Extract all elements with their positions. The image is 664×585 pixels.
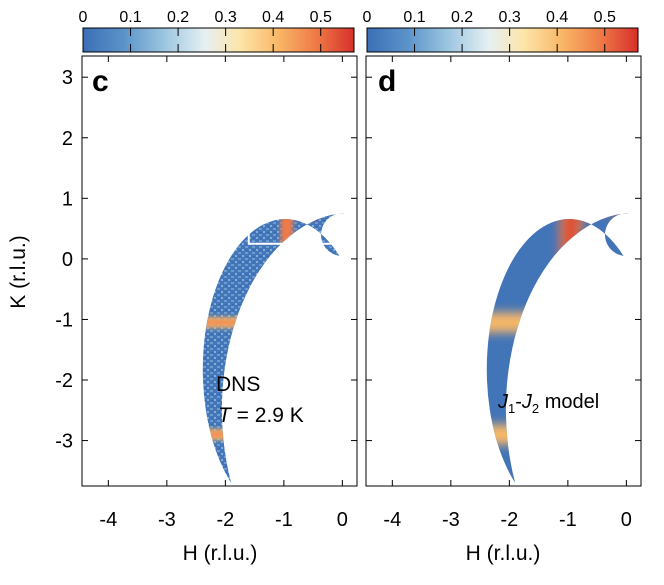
colorbar-tick-label: 0.4 bbox=[262, 9, 284, 26]
intensity-peak bbox=[295, 213, 320, 221]
colorbar-tick-label: 0.2 bbox=[167, 9, 189, 26]
colorbar-tick-label: 0.1 bbox=[119, 9, 141, 26]
y-tick-label: -3 bbox=[55, 431, 73, 453]
intensity-ring bbox=[559, 213, 630, 325]
panel-c-axes: -4 -3 -2 -1 0 3 2 1 0 -1 -2 -3 bbox=[55, 56, 357, 531]
panel-d-axes: -4 -3 -2 -1 0 bbox=[366, 56, 641, 531]
colorbar-tick-label: 0.2 bbox=[451, 9, 473, 26]
x-tick-label: -4 bbox=[383, 509, 401, 531]
intensity-ring bbox=[170, 80, 281, 192]
x-tick-label: -3 bbox=[442, 509, 460, 531]
intensity-ring bbox=[73, 198, 170, 316]
colorbar-tick-label: 0.4 bbox=[546, 9, 568, 26]
panel-c-annotation-line-1: DNS bbox=[216, 373, 260, 396]
y-tick-label: -1 bbox=[55, 309, 73, 331]
intensity-ring bbox=[566, 213, 630, 318]
x-tick-label: 0 bbox=[621, 509, 632, 531]
panel-c-frame bbox=[81, 55, 358, 487]
panel-d-label: d bbox=[378, 65, 396, 98]
panel-d-annotation: J1-J2 model bbox=[497, 391, 599, 416]
x-tick-label: -2 bbox=[216, 509, 234, 531]
panel-d-xlabel: H (r.l.u.) bbox=[466, 542, 541, 565]
colorbar-c-ticks: 0 0.1 0.2 0.3 0.4 0.5 bbox=[79, 9, 332, 52]
y-tick-label: 1 bbox=[62, 188, 73, 210]
intensity-ring bbox=[73, 198, 170, 316]
panel-d: -4 -3 -2 -1 0 d J1-J2 model H (r.l.u.) bbox=[357, 55, 642, 565]
y-tick-label: 0 bbox=[62, 249, 73, 271]
y-tick-label: 3 bbox=[62, 67, 73, 89]
intensity-ring bbox=[451, 80, 565, 195]
intensity-ring bbox=[357, 198, 448, 316]
colorbar-tick-label: 0.3 bbox=[215, 9, 237, 26]
panel-d-frame bbox=[365, 55, 642, 487]
colorbar-tick-label: 0.5 bbox=[310, 9, 332, 26]
x-tick-label: -4 bbox=[99, 509, 117, 531]
y-tick-label: -2 bbox=[55, 370, 73, 392]
colorbar-tick-label: 0.5 bbox=[594, 9, 616, 26]
x-tick-label: -1 bbox=[559, 509, 577, 531]
colorbar-tick-label: 0 bbox=[363, 9, 372, 26]
x-tick-label: -1 bbox=[275, 509, 293, 531]
colorbar-tick-label: 0 bbox=[79, 9, 88, 26]
x-tick-label: 0 bbox=[337, 509, 348, 531]
panel-d-map bbox=[357, 80, 630, 483]
panel-c-xlabel: H (r.l.u.) bbox=[183, 542, 258, 565]
panel-c-annotation-line-2: T = 2.9 K bbox=[218, 404, 304, 427]
intensity-peak bbox=[267, 189, 295, 207]
panel-c: -4 -3 -2 -1 0 3 2 1 0 -1 -2 -3 c DNS T = 2.9 K H (r… bbox=[7, 55, 358, 565]
intensity-ring bbox=[451, 80, 565, 195]
colorbar-d-gradient bbox=[366, 27, 639, 53]
intensity-ring bbox=[170, 80, 281, 192]
colorbar-d-ticks: 0 0.1 0.2 0.3 0.4 0.5 bbox=[363, 9, 616, 52]
intensity-ring bbox=[280, 213, 346, 320]
x-tick-label: -3 bbox=[158, 509, 176, 531]
panel-c-label: c bbox=[92, 65, 109, 98]
intensity-peak bbox=[552, 186, 584, 210]
colorbar-tick-label: 0.1 bbox=[403, 9, 425, 26]
y-tick-label: 2 bbox=[62, 128, 73, 150]
colorbar-d: 0 0.1 0.2 0.3 0.4 0.5 bbox=[363, 9, 639, 53]
panel-c-ylabel: K (r.l.u.) bbox=[7, 235, 30, 309]
x-tick-label: -2 bbox=[500, 509, 518, 531]
highlight-box bbox=[247, 148, 338, 245]
colorbar-tick-label: 0.3 bbox=[499, 9, 521, 26]
colorbar-c-gradient bbox=[82, 27, 355, 53]
colorbar-c: 0 0.1 0.2 0.3 0.4 0.5 bbox=[79, 9, 355, 53]
